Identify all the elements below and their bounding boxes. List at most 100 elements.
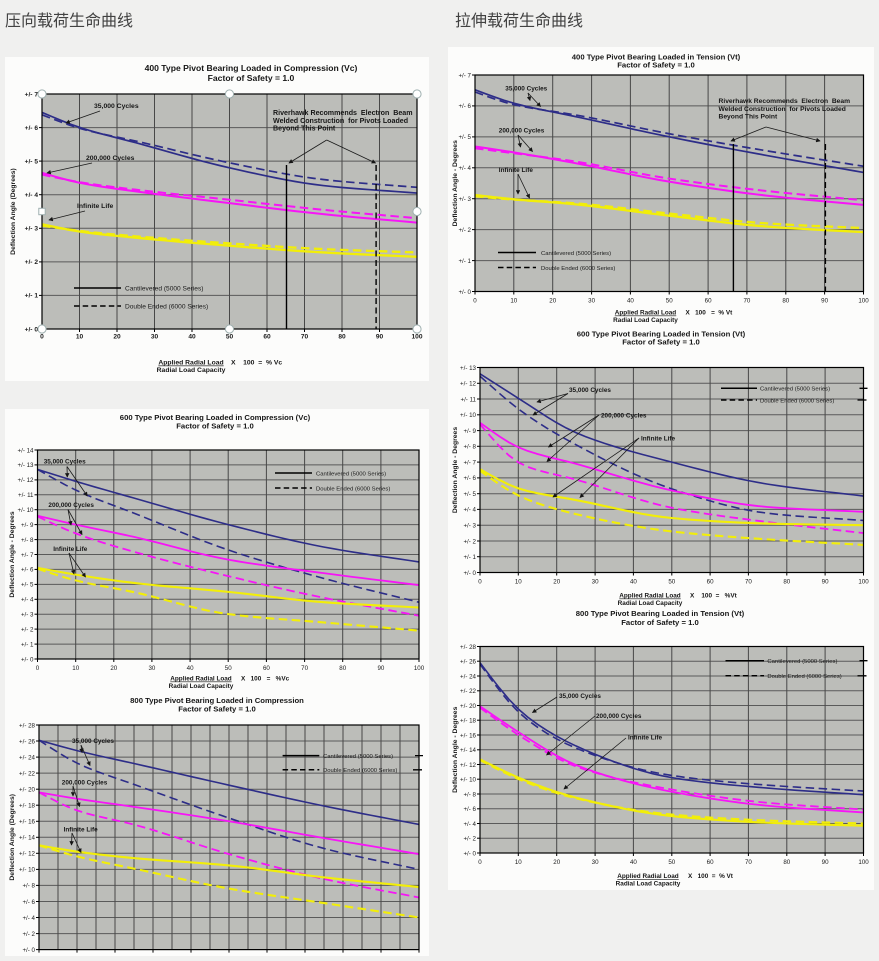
svg-text:35,000 Cycles: 35,000 Cycles [72, 738, 114, 745]
svg-text:+/- 4: +/- 4 [21, 597, 34, 604]
svg-text:Radial Load Capacity: Radial Load Capacity [618, 600, 683, 607]
svg-text:+/- 14: +/- 14 [460, 747, 477, 754]
svg-text:+/- 13: +/- 13 [460, 365, 477, 372]
svg-text:30: 30 [148, 665, 155, 672]
svg-text:30: 30 [588, 298, 595, 305]
svg-text:70: 70 [301, 334, 309, 341]
svg-text:+/- 24: +/- 24 [19, 754, 36, 761]
svg-text:10: 10 [515, 579, 522, 586]
svg-text:0: 0 [478, 859, 482, 866]
svg-text:Applied Radial Load: Applied Radial Load [619, 593, 681, 600]
svg-text:+/- 20: +/- 20 [19, 787, 36, 794]
svg-text:100: 100 [414, 665, 425, 672]
svg-text:+/- 7: +/- 7 [21, 552, 34, 559]
svg-text:90: 90 [822, 579, 829, 586]
svg-text:Applied Radial Load: Applied Radial Load [158, 360, 223, 367]
svg-text:Factor of Safety = 1.0: Factor of Safety = 1.0 [208, 73, 295, 83]
svg-text:+/- 18: +/- 18 [460, 718, 477, 725]
svg-text:Cantilevered (5000 Series): Cantilevered (5000 Series) [541, 251, 611, 257]
svg-text:Beyond This Point: Beyond This Point [719, 114, 778, 121]
svg-text:Deflection Angle - Degrees: Deflection Angle - Degrees [9, 511, 16, 597]
svg-text:60: 60 [707, 859, 714, 866]
svg-text:70: 70 [745, 579, 752, 586]
svg-text:Radial Load Capacity: Radial Load Capacity [169, 683, 234, 690]
svg-text:90: 90 [377, 665, 384, 672]
svg-text:60: 60 [263, 665, 270, 672]
svg-text:Welded Construction for Pivot: Welded Construction for Pivots Loaded [273, 117, 408, 125]
svg-text:+/- 6: +/- 6 [22, 899, 35, 906]
svg-text:70: 70 [743, 298, 750, 305]
svg-text:50: 50 [226, 334, 234, 341]
svg-text:+/- 28: +/- 28 [460, 644, 477, 651]
svg-text:Infinite Life: Infinite Life [53, 546, 88, 553]
svg-text:X 100 = %Vt: X 100 = %Vt [690, 593, 738, 600]
svg-text:Applied Radial Load: Applied Radial Load [617, 873, 679, 880]
svg-text:Welded Construction for Pivot: Welded Construction for Pivots Loaded [719, 106, 846, 113]
svg-text:+/- 11: +/- 11 [18, 492, 34, 499]
svg-text:100: 100 [858, 298, 869, 305]
svg-text:+/- 4: +/- 4 [25, 192, 39, 199]
svg-text:10: 10 [515, 859, 522, 866]
svg-text:80: 80 [783, 579, 790, 586]
svg-text:+/- 22: +/- 22 [19, 770, 36, 777]
svg-text:+/- 8: +/- 8 [21, 537, 34, 544]
svg-text:+/- 26: +/- 26 [460, 659, 477, 666]
svg-text:Double Ended (6000 Series): Double Ended (6000 Series) [767, 674, 841, 680]
svg-text:+/- 10: +/- 10 [19, 867, 36, 874]
svg-text:200,000 Cycles: 200,000 Cycles [499, 128, 545, 135]
svg-text:+/- 12: +/- 12 [18, 477, 35, 484]
svg-text:Factor of Safety = 1.0: Factor of Safety = 1.0 [621, 618, 699, 627]
svg-text:+/- 16: +/- 16 [460, 732, 477, 739]
svg-text:20: 20 [549, 298, 556, 305]
svg-text:30: 30 [592, 859, 599, 866]
svg-text:800 Type Pivot Bearing Loaded: 800 Type Pivot Bearing Loaded in Tension… [576, 609, 745, 618]
svg-text:Cantilevered (5000 Series): Cantilevered (5000 Series) [760, 387, 830, 393]
svg-text:60: 60 [705, 298, 712, 305]
svg-text:+/- 12: +/- 12 [460, 762, 477, 769]
svg-text:200,000 Cycles: 200,000 Cycles [596, 713, 642, 720]
svg-text:Riverhawk Recommends Electron: Riverhawk Recommends Electron Beam [273, 109, 413, 117]
svg-text:+/- 18: +/- 18 [19, 803, 36, 810]
svg-text:Factor of Safety = 1.0: Factor of Safety = 1.0 [622, 338, 700, 347]
svg-text:35,000 Cycles: 35,000 Cycles [44, 459, 86, 466]
svg-text:+/- 26: +/- 26 [19, 738, 36, 745]
svg-text:+/- 6: +/- 6 [458, 103, 471, 110]
svg-text:0: 0 [478, 579, 482, 586]
svg-text:40: 40 [188, 334, 196, 341]
svg-text:35,000 Cycles: 35,000 Cycles [505, 86, 547, 93]
svg-text:90: 90 [376, 334, 384, 341]
svg-text:+/- 14: +/- 14 [18, 447, 35, 454]
svg-text:+/- 0: +/- 0 [22, 947, 35, 954]
svg-text:50: 50 [666, 298, 673, 305]
svg-text:+/- 0: +/- 0 [463, 570, 476, 577]
svg-text:0: 0 [473, 298, 477, 305]
svg-text:20: 20 [110, 665, 117, 672]
svg-text:40: 40 [627, 298, 634, 305]
svg-text:10: 10 [72, 665, 79, 672]
svg-text:+/- 9: +/- 9 [463, 428, 476, 435]
svg-text:+/- 6: +/- 6 [463, 806, 476, 813]
svg-text:+/- 1: +/- 1 [21, 641, 34, 648]
svg-text:+/- 12: +/- 12 [19, 851, 36, 858]
svg-text:35,000 Cycles: 35,000 Cycles [569, 387, 611, 394]
svg-text:Factor of Safety = 1.0: Factor of Safety = 1.0 [617, 61, 695, 70]
svg-text:+/- 1: +/- 1 [463, 554, 476, 561]
svg-text:100: 100 [411, 334, 422, 341]
svg-text:80: 80 [782, 298, 789, 305]
svg-text:+/- 16: +/- 16 [19, 819, 36, 826]
svg-text:60: 60 [707, 579, 714, 586]
svg-text:Radial Load Capacity: Radial Load Capacity [616, 881, 681, 888]
svg-text:90: 90 [822, 859, 829, 866]
svg-text:+/- 8: +/- 8 [463, 444, 476, 451]
svg-text:50: 50 [225, 665, 232, 672]
svg-text:Infinite Life: Infinite Life [641, 436, 676, 443]
svg-text:400 Type Pivot Bearing Loaded: 400 Type Pivot Bearing Loaded in Compres… [145, 63, 358, 73]
svg-text:Factor of Safety = 1.0: Factor of Safety = 1.0 [176, 422, 254, 431]
svg-text:Factor of Safety = 1.0: Factor of Safety = 1.0 [178, 705, 256, 714]
svg-text:+/- 2: +/- 2 [25, 259, 39, 266]
svg-text:+/- 1: +/- 1 [25, 293, 39, 300]
svg-text:+/- 6: +/- 6 [463, 475, 476, 482]
svg-text:200,000 Cycles: 200,000 Cycles [48, 502, 94, 509]
svg-text:70: 70 [301, 665, 308, 672]
svg-text:+/- 10: +/- 10 [18, 507, 35, 514]
